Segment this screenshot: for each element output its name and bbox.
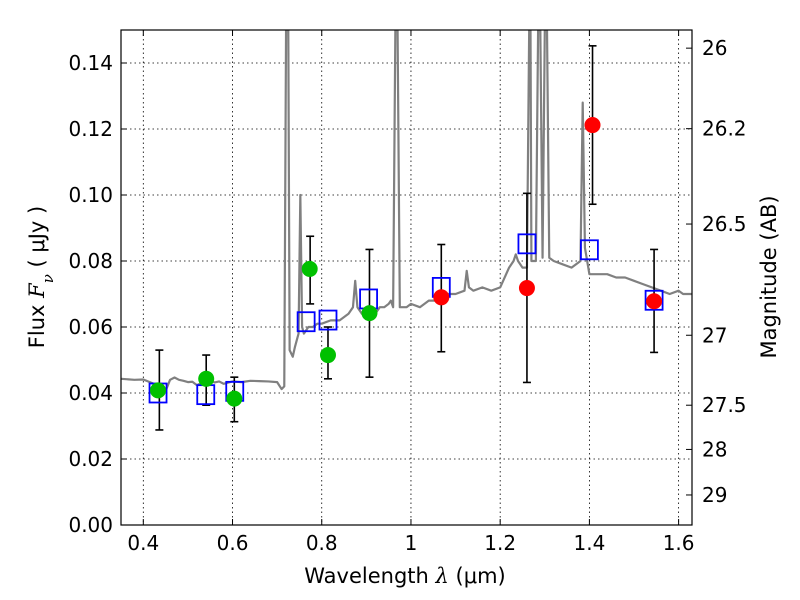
y2-tick-label: 28 (702, 437, 727, 461)
spectrum-line (121, 30, 692, 393)
model-photometry-point (644, 289, 664, 311)
observed-optical-point (361, 305, 378, 322)
x-tick-label: 1 (405, 531, 418, 555)
model-photometry-point (318, 309, 338, 331)
observed-optical-point (198, 370, 215, 387)
x-tick-label: 1.4 (573, 531, 605, 555)
y-tick-label: 0.12 (68, 117, 113, 141)
y-tick-label: 0.06 (68, 315, 113, 339)
plot-frame (120, 29, 693, 526)
y2-tick-label: 26.2 (702, 117, 747, 141)
plot-area (121, 30, 692, 431)
model-photometry-point (579, 239, 599, 261)
y-tick-label: 0.02 (68, 447, 113, 471)
y2-tick-label: 26.5 (702, 212, 747, 236)
x-tick-label: 0.6 (217, 531, 249, 555)
y-tick-label: 0.08 (68, 249, 113, 273)
observed-optical-point (301, 260, 318, 277)
y2-axis-label: Magnitude (AB) (757, 195, 781, 358)
observed-nir-point (433, 289, 450, 306)
x-tick-label: 0.8 (306, 531, 338, 555)
ticks: 0.4 0.6 0.8 1 1.2 1.4 1.6 0.00 0.02 0.04 0.06 0.08 0… (68, 30, 747, 555)
x-axis-label: Wavelength λ (μm) (304, 564, 505, 588)
y-tick-label: 0.14 (68, 51, 113, 75)
observed-nir-point (646, 293, 663, 310)
observed-nir-point (518, 280, 535, 297)
y2-tick-label: 27 (702, 323, 727, 347)
observed-optical-point (150, 382, 167, 399)
observed-nir-point (584, 117, 601, 134)
y-tick-label: 0.00 (68, 513, 113, 537)
observed-optical-point (319, 347, 336, 364)
y2-tick-label: 27.5 (702, 393, 747, 417)
y2-tick-label: 29 (702, 483, 727, 507)
y-tick-label: 0.04 (68, 381, 113, 405)
grid (121, 30, 692, 526)
model-photometry-point (296, 311, 316, 333)
y2-tick-label: 26 (702, 36, 727, 60)
y-tick-label: 0.10 (68, 183, 113, 207)
x-tick-label: 1.2 (484, 531, 516, 555)
model-photometry-point (517, 233, 537, 255)
x-tick-label: 0.4 (127, 531, 159, 555)
observed-optical-point (226, 390, 243, 407)
y-axis-label: Flux Fν ( μJy ) (25, 206, 57, 348)
x-tick-label: 1.6 (663, 531, 695, 555)
